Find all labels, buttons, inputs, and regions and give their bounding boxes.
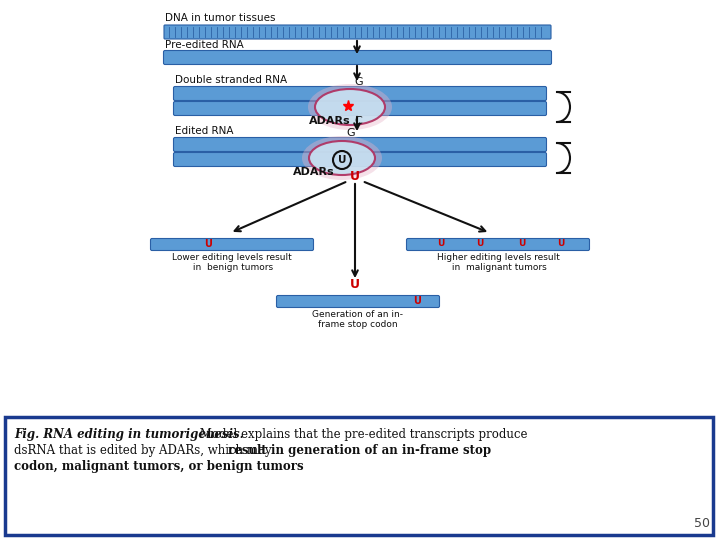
Text: Lower editing levels result
 in  benign tumors: Lower editing levels result in benign tu… [172, 253, 292, 272]
Text: U: U [204, 239, 212, 249]
Text: Pre-edited RNA: Pre-edited RNA [165, 40, 244, 50]
Text: U: U [557, 240, 564, 248]
Text: Generation of an in-
frame stop codon: Generation of an in- frame stop codon [312, 310, 403, 329]
Text: U: U [477, 240, 484, 248]
FancyBboxPatch shape [150, 239, 313, 251]
Text: G: G [346, 128, 355, 138]
FancyBboxPatch shape [163, 51, 552, 64]
Text: Model explains that the pre-edited transcripts produce: Model explains that the pre-edited trans… [196, 428, 528, 441]
Ellipse shape [309, 141, 375, 175]
Text: U: U [413, 296, 421, 306]
Text: result in generation of an in-frame stop: result in generation of an in-frame stop [228, 444, 491, 457]
FancyBboxPatch shape [164, 25, 551, 39]
Text: Fig. RNA editing in tumorigenesis.: Fig. RNA editing in tumorigenesis. [14, 428, 244, 441]
Ellipse shape [315, 89, 385, 125]
Text: U: U [338, 155, 346, 165]
FancyBboxPatch shape [174, 86, 546, 100]
FancyBboxPatch shape [174, 152, 546, 166]
Text: U: U [518, 240, 525, 248]
Text: codon, malignant tumors, or benign tumors: codon, malignant tumors, or benign tumor… [14, 460, 304, 473]
Text: ADARs: ADARs [309, 116, 351, 126]
Text: C: C [354, 116, 361, 126]
Text: DNA in tumor tissues: DNA in tumor tissues [165, 13, 276, 23]
FancyBboxPatch shape [174, 102, 546, 116]
Ellipse shape [308, 84, 392, 130]
Text: G: G [354, 77, 363, 87]
Text: 50: 50 [694, 517, 710, 530]
Text: Higher editing levels result
 in  malignant tumors: Higher editing levels result in malignan… [436, 253, 559, 272]
Text: U: U [350, 278, 360, 291]
Text: ADARs: ADARs [293, 167, 335, 177]
FancyBboxPatch shape [5, 417, 713, 535]
Ellipse shape [302, 136, 382, 180]
Text: U: U [437, 240, 444, 248]
FancyBboxPatch shape [174, 138, 546, 152]
Text: U: U [350, 170, 360, 183]
FancyBboxPatch shape [407, 239, 590, 251]
FancyBboxPatch shape [276, 295, 439, 307]
Text: dsRNA that is edited by ADARs, which may: dsRNA that is edited by ADARs, which may [14, 444, 275, 457]
Text: Double stranded RNA: Double stranded RNA [175, 75, 287, 85]
Text: Edited RNA: Edited RNA [175, 126, 233, 136]
